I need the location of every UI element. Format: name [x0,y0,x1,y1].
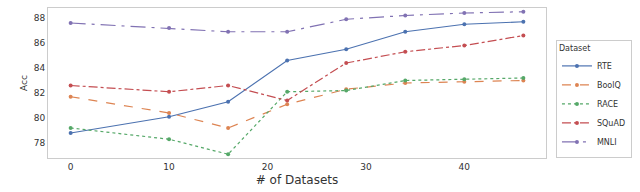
svg-text:86: 86 [34,38,46,48]
svg-text:Acc: Acc [19,75,29,91]
svg-text:20: 20 [262,162,274,172]
svg-text:10: 10 [163,162,175,172]
svg-text:BoolQ: BoolQ [597,81,621,90]
svg-text:RTE: RTE [597,62,612,71]
svg-text:# of Datasets: # of Datasets [256,173,339,187]
svg-text:82: 82 [34,88,45,98]
svg-text:88: 88 [34,13,46,23]
svg-text:80: 80 [34,113,46,123]
svg-text:84: 84 [34,63,46,73]
svg-text:78: 78 [34,138,46,148]
svg-text:Dataset: Dataset [559,44,590,53]
svg-text:MNLI: MNLI [597,138,617,147]
svg-text:SQuAD: SQuAD [597,119,625,128]
svg-text:0: 0 [68,162,74,172]
svg-text:40: 40 [459,162,471,172]
svg-text:30: 30 [360,162,372,172]
svg-text:RACE: RACE [597,100,618,109]
